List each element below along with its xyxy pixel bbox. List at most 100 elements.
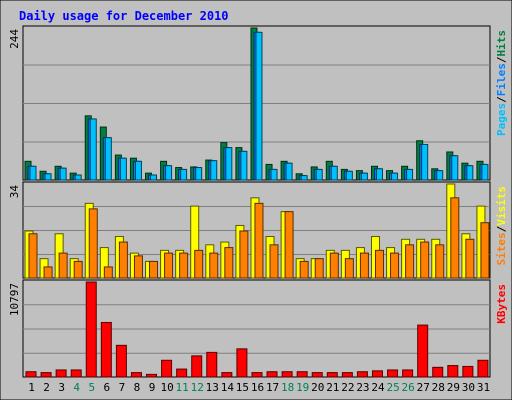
bar-pages-day-12 (195, 167, 203, 181)
x-tick-label: 5 (88, 381, 95, 394)
legend-part: Files (495, 63, 508, 96)
bar-pages-day-4 (74, 174, 82, 181)
legend-part: Pages (495, 103, 508, 136)
series-legend-label: Pages/Files/Hits (495, 30, 508, 136)
x-tick-label: 16 (251, 381, 264, 394)
x-tick-label: 28 (432, 381, 445, 394)
x-tick-label: 1 (28, 381, 35, 394)
bar-sites-day-26 (405, 244, 415, 279)
bar-pages-day-13 (210, 160, 218, 181)
bar-pages-day-25 (391, 172, 399, 181)
bar-pages-day-7 (119, 157, 127, 181)
bar-kbytes-day-20 (311, 372, 323, 378)
series-legend-label: KBytes (495, 284, 508, 324)
bar-sites-day-9 (149, 260, 159, 279)
bar-pages-day-8 (134, 160, 142, 181)
bar-sites-day-6 (103, 266, 113, 279)
bar-sites-day-8 (133, 255, 143, 279)
bar-sites-day-24 (374, 249, 384, 279)
bar-sites-day-21 (329, 252, 339, 279)
bar-sites-day-15 (239, 230, 249, 279)
x-tick-label: 13 (206, 381, 219, 394)
bar-sites-day-29 (450, 197, 460, 279)
bar-sites-day-27 (420, 241, 430, 279)
bar-kbytes-day-5 (85, 281, 97, 378)
legend-part: / (495, 225, 508, 232)
bar-kbytes-day-30 (462, 365, 474, 378)
bar-pages-day-29 (451, 155, 459, 181)
bar-pages-day-21 (330, 165, 338, 181)
x-tick-label: 11 (176, 381, 189, 394)
x-axis-ticks: 1 2 3 4 5 6 7 8 9 10 11 12 13 14 15 16 17 18 19 20 21 22 23 24 2… (28, 381, 490, 394)
bar-kbytes-day-16 (251, 372, 263, 378)
bar-kbytes-day-1 (25, 371, 37, 378)
x-tick-label: 15 (236, 381, 249, 394)
series-legend-label: Sites/Visits (495, 186, 508, 266)
legend-part: / (495, 96, 508, 103)
bar-kbytes-day-2 (40, 372, 52, 378)
bar-sites-day-23 (359, 252, 369, 279)
x-tick-label: 25 (386, 381, 399, 394)
x-tick-label: 18 (281, 381, 294, 394)
bar-sites-day-12 (194, 249, 204, 279)
bar-kbytes-day-11 (176, 368, 188, 378)
bar-pages-day-23 (360, 172, 368, 181)
x-tick-label: 26 (402, 381, 415, 394)
bar-sites-day-30 (465, 238, 475, 279)
bar-sites-day-11 (179, 252, 189, 279)
series-kbytes (25, 281, 489, 378)
bar-kbytes-day-14 (221, 372, 233, 378)
x-tick-label: 17 (266, 381, 279, 394)
legend-part: Visits (495, 186, 508, 226)
y-max-label: 244 (8, 29, 21, 49)
bar-sites-day-7 (118, 241, 128, 279)
bar-pages-day-5 (89, 118, 97, 181)
x-tick-label: 23 (356, 381, 369, 394)
bar-sites-day-4 (73, 260, 83, 279)
bar-sites-day-13 (209, 252, 219, 279)
bar-kbytes-day-3 (55, 369, 67, 378)
bar-pages-day-30 (466, 165, 474, 181)
bar-kbytes-day-8 (130, 372, 142, 378)
panel-1: 244 Pages/Files/Hits (8, 25, 508, 181)
bar-sites-day-28 (435, 244, 445, 279)
bar-pages-day-1 (29, 165, 37, 181)
x-tick-label: 2 (43, 381, 50, 394)
bar-kbytes-day-15 (236, 348, 248, 378)
bar-pages-day-19 (300, 175, 308, 181)
bar-pages-day-28 (436, 170, 444, 181)
bar-pages-day-31 (481, 163, 489, 181)
x-tick-label: 31 (477, 381, 490, 394)
bar-pages-day-9 (150, 174, 158, 181)
bar-pages-day-15 (240, 150, 248, 181)
x-tick-label: 6 (104, 381, 111, 394)
bar-kbytes-day-7 (115, 344, 127, 378)
x-tick-label: 29 (447, 381, 460, 394)
x-tick-label: 20 (311, 381, 324, 394)
bar-sites-day-10 (164, 252, 174, 279)
bar-kbytes-day-21 (326, 372, 338, 378)
x-tick-label: 12 (191, 381, 204, 394)
bar-kbytes-day-24 (371, 370, 383, 378)
bar-kbytes-day-13 (206, 351, 218, 378)
bar-pages-day-2 (44, 173, 52, 181)
x-tick-label: 10 (160, 381, 173, 394)
bar-kbytes-day-26 (402, 369, 414, 378)
bar-pages-day-17 (270, 168, 278, 181)
bar-sites-day-5 (88, 208, 98, 279)
y-max-label: 10797 (8, 283, 21, 316)
bar-pages-day-14 (225, 147, 233, 181)
bar-kbytes-day-22 (341, 372, 353, 378)
x-tick-label: 21 (326, 381, 339, 394)
x-tick-label: 30 (462, 381, 475, 394)
bar-sites-day-22 (344, 258, 354, 279)
bar-pages-day-6 (104, 137, 112, 181)
bar-kbytes-day-10 (161, 359, 173, 378)
bar-pages-day-22 (345, 170, 353, 181)
x-tick-label: 22 (341, 381, 354, 394)
bar-pages-day-24 (375, 168, 383, 181)
series-sites (28, 197, 490, 279)
bar-sites-day-16 (254, 202, 264, 279)
legend-part: Sites (495, 232, 508, 265)
